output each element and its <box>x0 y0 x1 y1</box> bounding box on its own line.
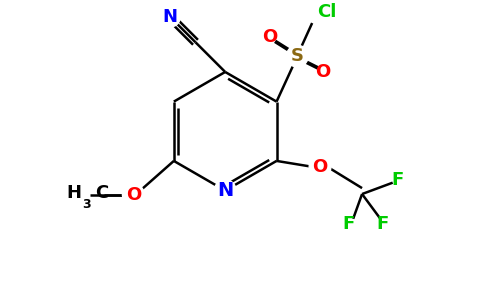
Text: Cl: Cl <box>317 3 336 21</box>
Text: H: H <box>66 184 81 202</box>
Text: N: N <box>217 181 233 200</box>
Text: N: N <box>163 8 178 26</box>
Circle shape <box>160 7 180 27</box>
Text: C: C <box>95 184 108 202</box>
Text: F: F <box>392 171 404 189</box>
Text: F: F <box>377 215 389 233</box>
Text: O: O <box>316 63 331 81</box>
Circle shape <box>122 184 144 206</box>
Text: F: F <box>342 215 354 233</box>
Text: S: S <box>291 47 304 65</box>
Text: O: O <box>262 28 278 46</box>
Text: O: O <box>313 158 328 176</box>
Circle shape <box>214 180 236 201</box>
Circle shape <box>287 45 308 67</box>
Circle shape <box>309 156 331 178</box>
Text: 3: 3 <box>82 199 91 212</box>
Text: O: O <box>126 185 141 203</box>
